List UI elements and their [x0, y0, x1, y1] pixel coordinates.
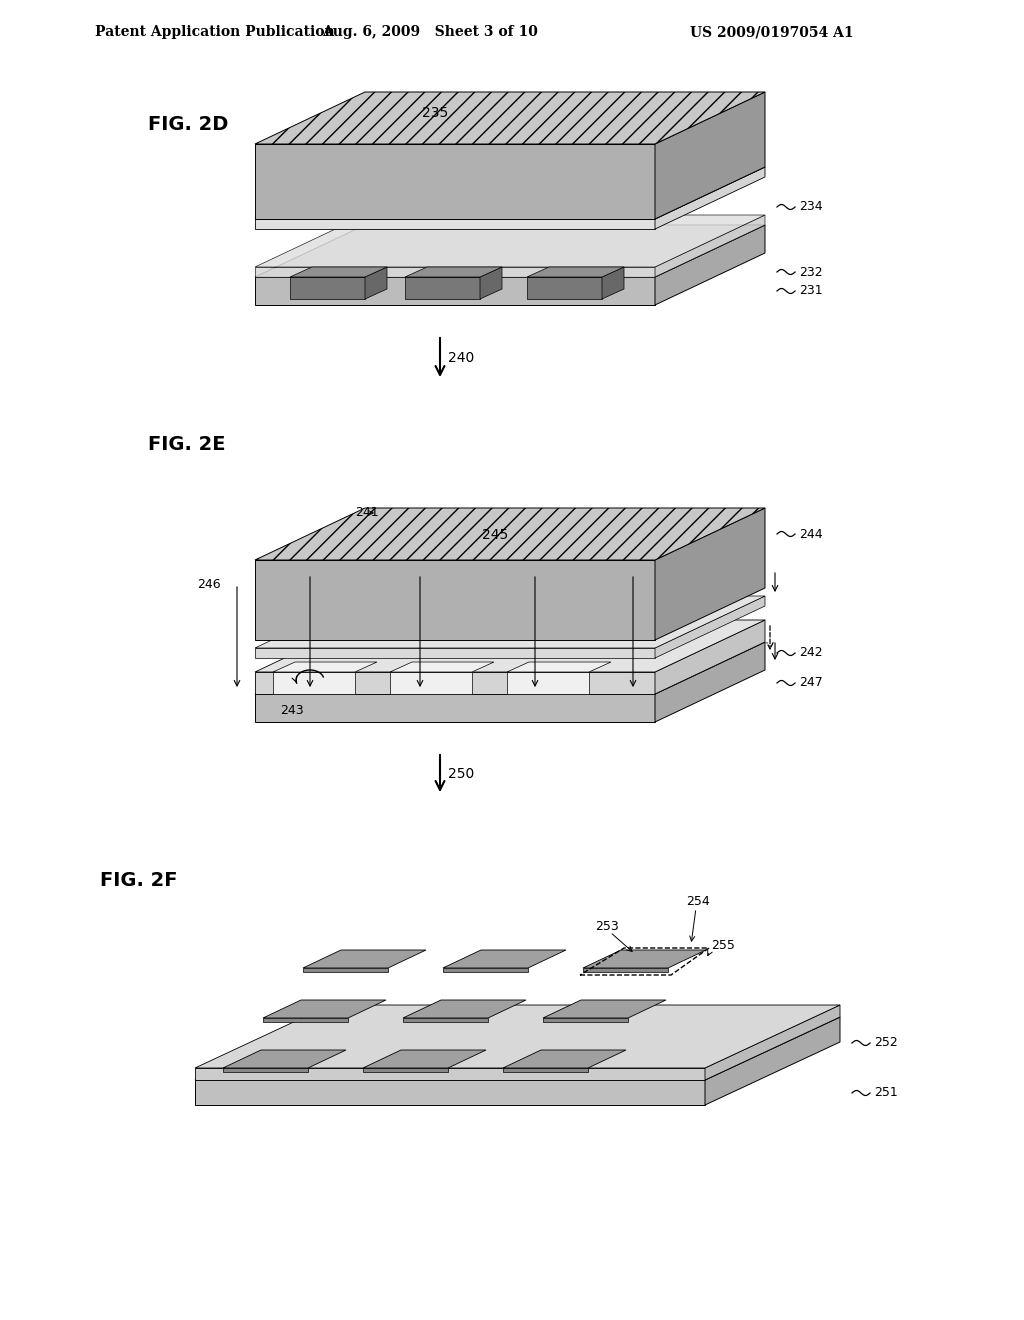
Polygon shape [365, 267, 387, 300]
Text: 245: 245 [482, 528, 508, 543]
Text: 252: 252 [874, 1036, 898, 1049]
Text: FIG. 2E: FIG. 2E [148, 436, 225, 454]
Polygon shape [255, 267, 655, 277]
Polygon shape [255, 648, 655, 657]
Polygon shape [195, 1016, 840, 1080]
Polygon shape [705, 1016, 840, 1105]
Polygon shape [527, 267, 624, 277]
Polygon shape [543, 1018, 628, 1022]
Polygon shape [507, 663, 611, 672]
Text: 231: 231 [799, 285, 822, 297]
Text: 255: 255 [711, 939, 735, 952]
Polygon shape [655, 508, 765, 640]
Polygon shape [503, 1049, 626, 1068]
Polygon shape [655, 642, 765, 722]
Text: FIG. 2D: FIG. 2D [148, 116, 228, 135]
Polygon shape [403, 1001, 526, 1018]
Polygon shape [255, 508, 765, 560]
Polygon shape [255, 277, 655, 305]
Text: Patent Application Publication: Patent Application Publication [95, 25, 335, 40]
Polygon shape [303, 968, 388, 972]
Text: 242: 242 [799, 647, 822, 660]
Polygon shape [273, 663, 377, 672]
Polygon shape [255, 560, 655, 640]
Text: 247: 247 [799, 676, 822, 689]
Polygon shape [263, 1018, 348, 1022]
Polygon shape [290, 267, 387, 277]
Polygon shape [705, 1005, 840, 1080]
Polygon shape [263, 1001, 386, 1018]
Polygon shape [655, 224, 765, 305]
Polygon shape [255, 620, 765, 672]
Polygon shape [290, 277, 365, 300]
Polygon shape [303, 950, 426, 968]
Polygon shape [583, 950, 706, 968]
Polygon shape [602, 267, 624, 300]
Text: 254: 254 [686, 895, 710, 908]
Text: 241: 241 [355, 506, 379, 519]
Text: US 2009/0197054 A1: US 2009/0197054 A1 [690, 25, 854, 40]
Text: 244: 244 [799, 528, 822, 540]
Polygon shape [655, 168, 765, 228]
Polygon shape [583, 968, 668, 972]
Polygon shape [655, 92, 765, 219]
Polygon shape [255, 168, 765, 219]
Text: 246: 246 [197, 578, 220, 590]
Polygon shape [273, 672, 355, 694]
Polygon shape [480, 267, 502, 300]
Text: 243: 243 [280, 704, 304, 717]
Polygon shape [255, 144, 655, 219]
Polygon shape [443, 968, 528, 972]
Text: 235: 235 [422, 106, 449, 120]
Polygon shape [655, 597, 765, 657]
Polygon shape [255, 642, 765, 694]
Polygon shape [195, 1005, 840, 1068]
Text: 240: 240 [449, 351, 474, 364]
Polygon shape [195, 1080, 705, 1105]
Polygon shape [223, 1049, 346, 1068]
Text: 253: 253 [595, 920, 618, 933]
Polygon shape [503, 1068, 588, 1072]
Polygon shape [255, 224, 765, 277]
Polygon shape [255, 219, 655, 228]
Polygon shape [255, 597, 765, 648]
Polygon shape [406, 267, 502, 277]
Polygon shape [255, 672, 655, 694]
Polygon shape [255, 694, 655, 722]
Polygon shape [362, 1049, 486, 1068]
Polygon shape [390, 663, 494, 672]
Polygon shape [527, 277, 602, 300]
Polygon shape [655, 620, 765, 694]
Polygon shape [543, 1001, 666, 1018]
Text: 232: 232 [799, 265, 822, 279]
Text: 251: 251 [874, 1086, 898, 1100]
Polygon shape [406, 277, 480, 300]
Polygon shape [255, 215, 765, 267]
Polygon shape [655, 215, 765, 277]
Polygon shape [195, 1068, 705, 1080]
Polygon shape [362, 1068, 449, 1072]
Text: 234: 234 [799, 201, 822, 214]
Text: FIG. 2F: FIG. 2F [100, 870, 177, 890]
Polygon shape [443, 950, 566, 968]
Text: Aug. 6, 2009   Sheet 3 of 10: Aug. 6, 2009 Sheet 3 of 10 [323, 25, 538, 40]
Polygon shape [255, 92, 765, 144]
Polygon shape [390, 672, 472, 694]
Polygon shape [223, 1068, 308, 1072]
Text: 250: 250 [449, 767, 474, 780]
Polygon shape [403, 1018, 488, 1022]
Polygon shape [507, 672, 589, 694]
